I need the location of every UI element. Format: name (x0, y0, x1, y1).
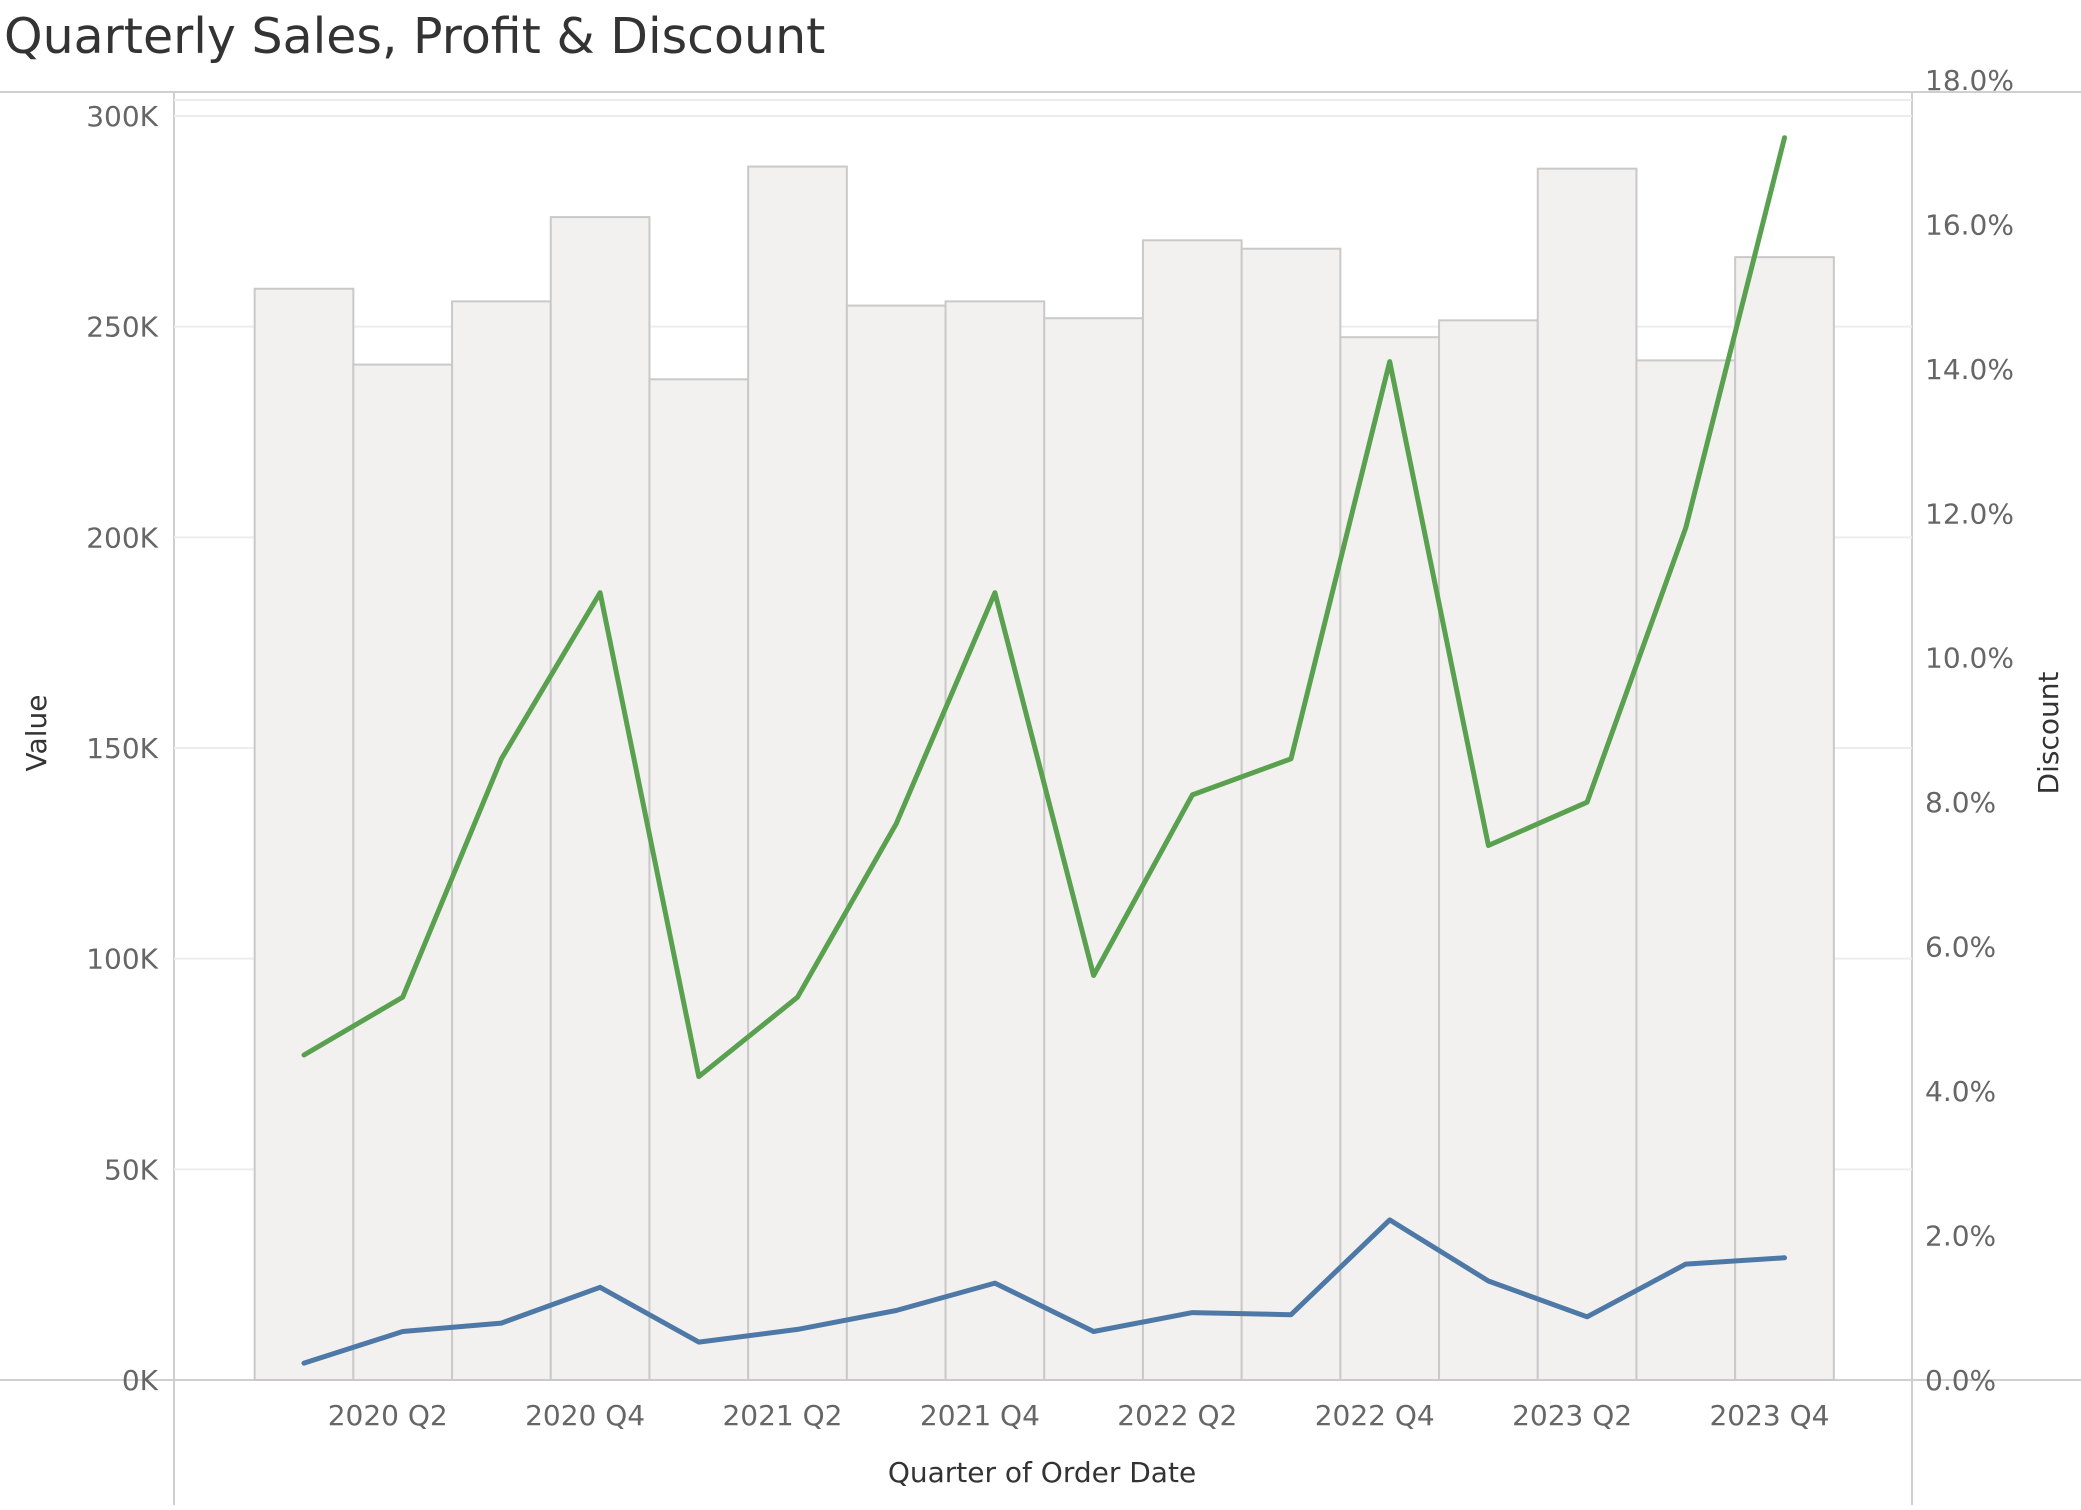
profit-line (301, 1217, 1787, 1366)
y2-tick-label: 12.0% (1925, 497, 2014, 530)
bar (1438, 319, 1539, 1381)
bar (747, 165, 848, 1381)
y2-tick-label: 16.0% (1925, 208, 2014, 241)
bar (1734, 256, 1835, 1382)
chart-title: Quarterly Sales, Profit & Discount (4, 8, 826, 65)
x-tick-label: 2021 Q2 (722, 1399, 842, 1432)
x-tick-label: 2020 Q4 (525, 1399, 645, 1432)
bar (549, 216, 651, 1381)
x-axis-ticks: 2020 Q2 2020 Q4 2021 Q2 2021 Q4 2022 Q2 2022 … (328, 1399, 1830, 1432)
y-tick-label: 250K (86, 311, 158, 344)
y-tick-label: 150K (86, 732, 158, 765)
y2-axis-label: Discount (2032, 672, 2065, 795)
x-tick-label: 2022 Q2 (1117, 1399, 1237, 1432)
y2-tick-label: 18.0% (1925, 64, 2014, 97)
x-tick-label: 2022 Q4 (1315, 1399, 1435, 1432)
bar-series (253, 165, 1835, 1382)
x-axis-label: Quarter of Order Date (888, 1456, 1196, 1489)
y-tick-label: 300K (86, 100, 158, 133)
bar (1240, 247, 1342, 1382)
x-tick-label: 2021 Q4 (920, 1399, 1040, 1432)
y-tick-label: 0K (122, 1364, 159, 1397)
bar (352, 363, 454, 1381)
bar (944, 300, 1046, 1381)
y2-tick-label: 2.0% (1925, 1220, 1996, 1253)
bar (845, 304, 947, 1382)
y2-axis-ticks: 0.0% 2.0% 4.0% 6.0% 8.0% 10.0% 12.0% 14.0% 16.0%… (1925, 64, 2014, 1397)
y-tick-label: 200K (86, 521, 158, 554)
x-tick-label: 2023 Q4 (1709, 1399, 1829, 1432)
bar (1141, 239, 1243, 1381)
y-tick-label: 100K (86, 943, 158, 976)
bar (1635, 359, 1737, 1381)
bar (648, 378, 750, 1382)
line-series (301, 135, 1787, 1366)
y2-tick-label: 10.0% (1925, 642, 2014, 675)
y2-tick-label: 14.0% (1925, 353, 2014, 386)
y2-tick-label: 6.0% (1925, 931, 1996, 964)
y-axis-label: Value (20, 695, 53, 772)
y2-tick-label: 0.0% (1925, 1364, 1996, 1397)
bar (253, 287, 355, 1381)
bar (1536, 167, 1638, 1382)
y-tick-label: 50K (104, 1153, 159, 1186)
x-tick-label: 2023 Q2 (1512, 1399, 1632, 1432)
x-tick-label: 2020 Q2 (328, 1399, 448, 1432)
y2-tick-label: 4.0% (1925, 1075, 1996, 1108)
y-axis-ticks: 0K 50K 100K 150K 200K 250K 300K (86, 100, 158, 1397)
y2-tick-label: 8.0% (1925, 786, 1996, 819)
discount-line (301, 135, 1787, 1080)
